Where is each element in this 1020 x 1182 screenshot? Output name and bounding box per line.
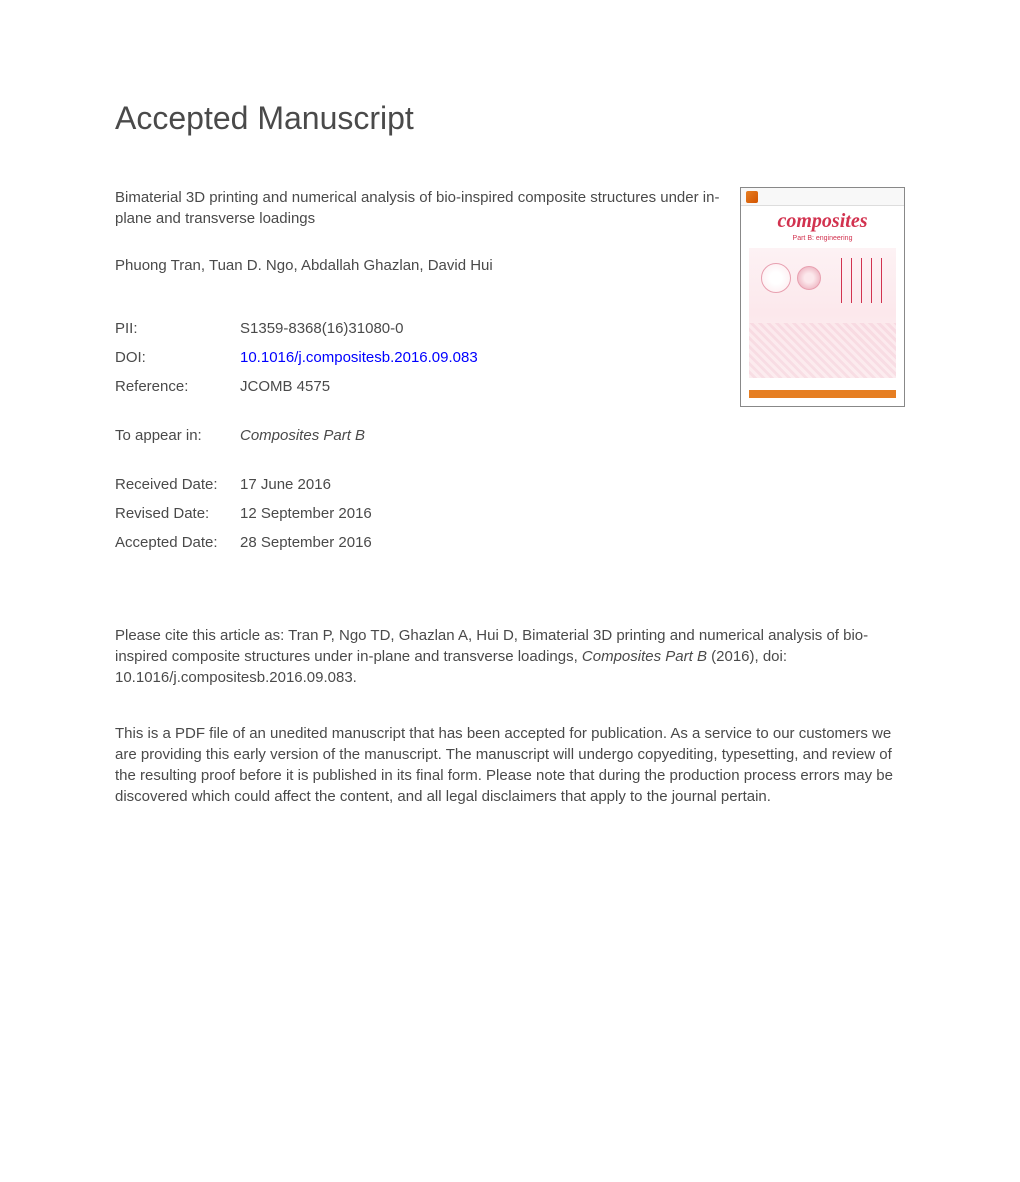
article-title: Bimaterial 3D printing and numerical ana… [115, 187, 720, 229]
doi-link[interactable]: 10.1016/j.compositesb.2016.09.083 [240, 349, 478, 366]
disclaimer-text: This is a PDF file of an unedited manusc… [115, 723, 905, 807]
journal-cover: composites Part B: engineering [740, 187, 905, 407]
accepted-value: 28 September 2016 [240, 528, 478, 557]
elsevier-logo-icon [746, 191, 758, 203]
citation-journal: Composites Part B [582, 648, 707, 665]
revised-label: Revised Date: [115, 499, 240, 528]
metadata-row-pii: PII: S1359-8368(16)31080-0 [115, 314, 478, 343]
left-column: Bimaterial 3D printing and numerical ana… [115, 187, 720, 585]
metadata-row-revised: Revised Date: 12 September 2016 [115, 499, 478, 528]
appear-value: Composites Part B [240, 421, 478, 450]
metadata-row-reference: Reference: JCOMB 4575 [115, 372, 478, 401]
pii-label: PII: [115, 314, 240, 343]
cover-image-area [749, 248, 896, 378]
reference-value: JCOMB 4575 [240, 372, 478, 401]
metadata-row-doi: DOI: 10.1016/j.compositesb.2016.09.083 [115, 343, 478, 372]
cover-graphic-lines [836, 258, 886, 303]
received-value: 17 June 2016 [240, 470, 478, 499]
metadata-table: PII: S1359-8368(16)31080-0 DOI: 10.1016/… [115, 314, 478, 557]
cover-journal-subtitle: Part B: engineering [741, 235, 904, 242]
metadata-row-received: Received Date: 17 June 2016 [115, 470, 478, 499]
received-label: Received Date: [115, 470, 240, 499]
cover-journal-title: composites [741, 206, 904, 235]
appear-label: To appear in: [115, 421, 240, 450]
citation-text: Please cite this article as: Tran P, Ngo… [115, 625, 905, 688]
doi-label: DOI: [115, 343, 240, 372]
article-authors: Phuong Tran, Tuan D. Ngo, Abdallah Ghazl… [115, 257, 720, 274]
cover-graphic-pattern [749, 323, 896, 378]
cover-graphic-circle [761, 263, 791, 293]
revised-value: 12 September 2016 [240, 499, 478, 528]
reference-label: Reference: [115, 372, 240, 401]
pii-value: S1359-8368(16)31080-0 [240, 314, 478, 343]
cover-graphic-circle [797, 266, 821, 290]
main-content: Bimaterial 3D printing and numerical ana… [115, 187, 905, 585]
metadata-row-accepted: Accepted Date: 28 September 2016 [115, 528, 478, 557]
page-heading: Accepted Manuscript [115, 100, 905, 137]
metadata-row-appear: To appear in: Composites Part B [115, 421, 478, 450]
accepted-label: Accepted Date: [115, 528, 240, 557]
cover-header [741, 188, 904, 206]
cover-footer [741, 388, 904, 398]
